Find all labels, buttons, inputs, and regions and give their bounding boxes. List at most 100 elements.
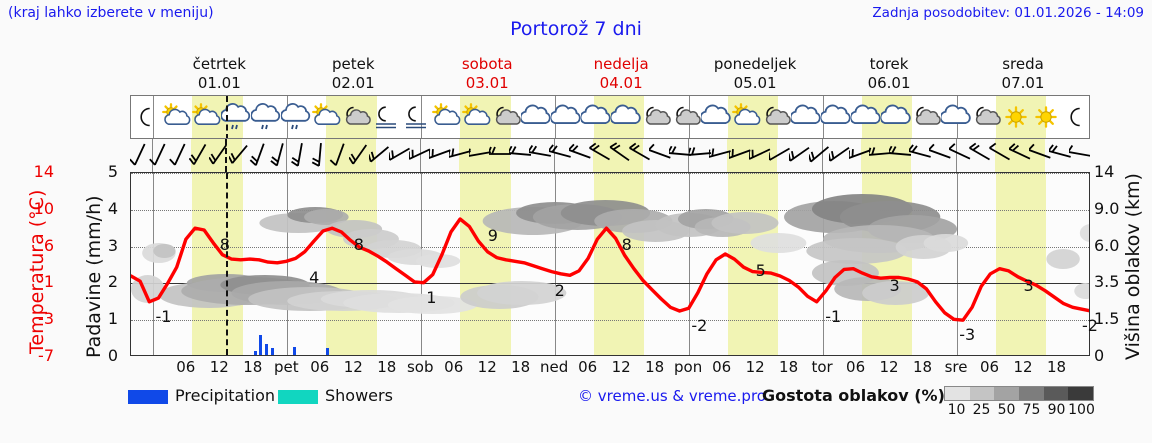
- showers-legend-swatch: [278, 390, 318, 404]
- day-date: 07.01: [1001, 74, 1045, 92]
- copyright-link[interactable]: © vreme.us & vreme.pro: [578, 387, 766, 405]
- wind-barb: [549, 139, 571, 169]
- wind-barb: [149, 139, 171, 169]
- time-tick: sre: [944, 358, 968, 376]
- precipitation-tick: 3: [107, 235, 118, 255]
- day-header-2: petek 02.01: [283, 55, 423, 93]
- precipitation-tick: 4: [107, 198, 118, 218]
- wind-barb: [949, 139, 971, 169]
- day-header-4: nedelja 04.01: [551, 55, 691, 93]
- precipitation-bar: [292, 346, 296, 355]
- wind-barb: [769, 139, 791, 169]
- cloud-height-tick: 14: [1094, 162, 1115, 181]
- time-tick: 12: [209, 358, 229, 376]
- cloud-icon: [611, 102, 641, 132]
- temperature-tick: 6: [43, 235, 54, 255]
- wind-barb: [469, 139, 491, 169]
- cloud-density-tick: 10: [947, 402, 966, 418]
- time-tick: 06: [846, 358, 866, 376]
- day-separator: [287, 173, 289, 355]
- day-separator: [153, 96, 155, 138]
- day-separator: [421, 96, 423, 138]
- cloud-density-scale: [944, 386, 1094, 401]
- moon-fog-icon: [371, 102, 401, 132]
- cloud-density-swatch: [969, 387, 995, 400]
- day-name: nedelja: [593, 55, 649, 73]
- moon-cloud-icon: [911, 102, 941, 132]
- day-header-6: torek 06.01: [819, 55, 959, 93]
- precipitation-tick: 5: [107, 162, 118, 181]
- wind-barb: [509, 139, 531, 169]
- precipitation-tick: 1: [107, 309, 118, 329]
- daylight-band: [728, 173, 779, 355]
- cloud-height-tick: 6.0: [1094, 235, 1120, 255]
- day-date: 04.01: [599, 74, 643, 92]
- cloud-height-tick: 1.5: [1094, 309, 1120, 329]
- day-name: sobota: [461, 55, 513, 73]
- cloud-icon: [551, 102, 581, 132]
- moon-cloud-icon: [761, 102, 791, 132]
- time-tick: ned: [540, 358, 569, 376]
- cloud-density-tick: 25: [972, 402, 991, 418]
- location-menu-note[interactable]: (kraj lahko izberete v meniju): [8, 5, 214, 21]
- wind-barb: [629, 139, 651, 169]
- day-date: 01.01: [197, 74, 241, 92]
- day-separator: [689, 173, 691, 355]
- day-name: ponedeljek: [713, 55, 797, 73]
- time-tick: 18: [913, 358, 933, 376]
- wind-barb: [249, 139, 271, 169]
- wind-barb: [849, 139, 871, 169]
- wind-barb: [329, 139, 351, 169]
- cloud-density-tick: 75: [1022, 402, 1041, 418]
- daylight-band: [996, 173, 1047, 355]
- day-name: petek: [331, 55, 375, 73]
- wind-barb: [669, 139, 691, 169]
- day-separator: [822, 139, 824, 172]
- precipitation-bar: [253, 351, 257, 355]
- temperature-value-label: 4: [309, 268, 320, 288]
- temperature-tick: -7: [38, 346, 54, 365]
- temperature-tick: 10: [33, 198, 54, 218]
- time-tick: pon: [674, 358, 703, 376]
- day-date: 05.01: [733, 74, 777, 92]
- precipitation-bar: [270, 348, 274, 355]
- time-tick: 12: [745, 358, 765, 376]
- cloud-icon: [521, 102, 551, 132]
- time-tick: tor: [811, 358, 833, 376]
- precipitation-axis-title: Padavine (mm/h): [58, 172, 105, 362]
- cloud-icon: [851, 102, 881, 132]
- wind-barb: [1009, 139, 1031, 169]
- time-tick: 06: [578, 358, 598, 376]
- time-tick: 18: [779, 358, 799, 376]
- reference-line: [131, 283, 1089, 285]
- temperature-tick: -3: [38, 309, 54, 329]
- temperature-value-label: 8: [621, 235, 632, 255]
- wind-barb: [1049, 139, 1071, 169]
- precipitation-tick: 0: [107, 346, 118, 365]
- wind-barb: [969, 139, 991, 169]
- day-date: 03.01: [465, 74, 509, 92]
- temperature-value-label: -3: [959, 325, 976, 345]
- daylight-band: [460, 173, 511, 355]
- temperature-value-label: 9: [487, 226, 498, 245]
- showers-legend-label: Showers: [325, 386, 393, 405]
- weather-icon-row: [130, 95, 1090, 139]
- temperature-value-label: -1: [825, 306, 842, 326]
- day-separator: [555, 173, 557, 355]
- time-tick: 12: [343, 358, 363, 376]
- temperature-value-label: 8: [219, 235, 230, 255]
- wind-barb: [529, 139, 551, 169]
- precipitation-bar: [326, 347, 330, 355]
- wind-barb: [809, 139, 831, 169]
- time-tick: 18: [511, 358, 531, 376]
- day-separator: [554, 139, 556, 172]
- moon-cloud-icon: [341, 102, 371, 132]
- cloud-icon: [581, 102, 611, 132]
- day-header-5: ponedeljek 05.01: [685, 55, 825, 93]
- wind-barb: [189, 139, 211, 169]
- time-tick: 18: [645, 358, 665, 376]
- wind-barb: [389, 139, 411, 169]
- day-header-3: sobota 03.01: [417, 55, 557, 93]
- wind-barb: [1029, 139, 1051, 169]
- day-header-7: sreda 07.01: [953, 55, 1093, 93]
